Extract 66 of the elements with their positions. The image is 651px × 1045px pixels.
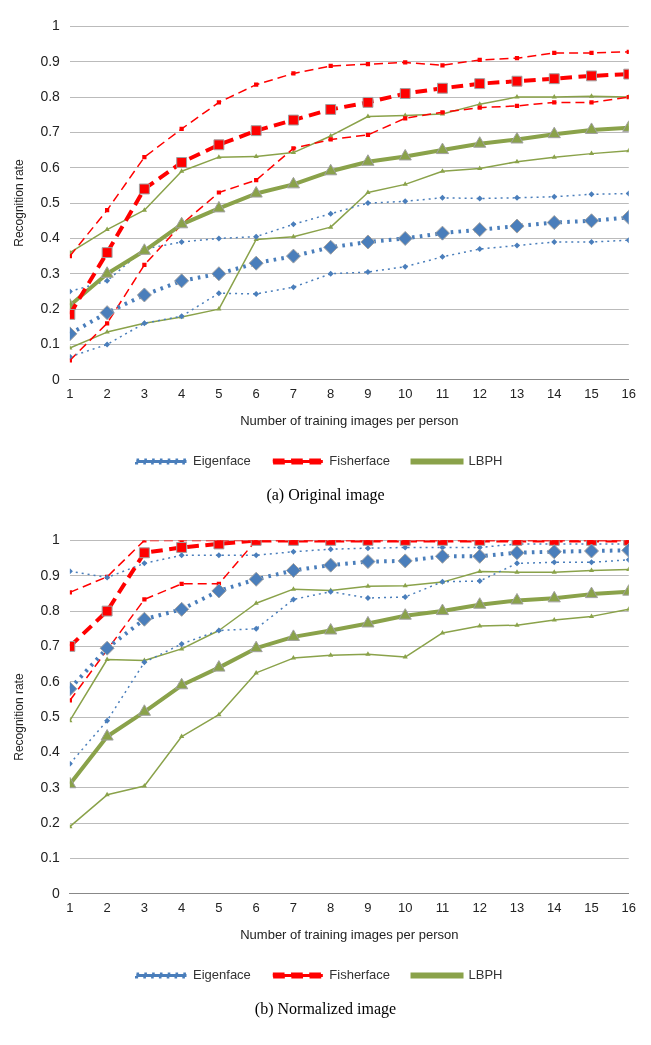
x-tick-label: 15 <box>584 386 599 402</box>
y-axis-title: Recognition rate <box>11 159 26 247</box>
y-tick-label: 0.1 <box>40 335 61 352</box>
x-tick-label: 14 <box>547 900 562 916</box>
x-tick-label: 10 <box>397 900 413 916</box>
y-tick-label: 0.8 <box>40 87 61 104</box>
y-tick-label: 0.3 <box>40 778 61 795</box>
legend-label: Fisherface <box>329 967 391 983</box>
x-tick-label: 1 <box>66 386 74 402</box>
x-tick-label: 7 <box>289 900 298 916</box>
x-tick-label: 2 <box>103 386 111 402</box>
x-tick-label: 14 <box>547 386 562 402</box>
x-tick-label: 9 <box>364 386 372 402</box>
y-tick-label: 1 <box>52 17 61 34</box>
x-tick-label: 13 <box>509 386 525 402</box>
legend-label: LBPH <box>468 453 503 469</box>
legend-label: LBPH <box>468 967 503 983</box>
legend-label: Eigenface <box>193 967 251 983</box>
x-tick-label: 4 <box>178 900 186 916</box>
y-tick-label: 0.2 <box>40 299 61 316</box>
x-tick-label: 3 <box>140 900 148 916</box>
x-tick-label: 1 <box>66 900 74 916</box>
y-tick-label: 0.4 <box>40 229 61 246</box>
y-tick-label: 0.1 <box>40 849 61 866</box>
text: (b) Normalized image <box>253 999 398 1020</box>
x-tick-label: 4 <box>178 386 186 402</box>
y-tick-label: 0.6 <box>40 672 61 689</box>
y-tick-label: 0.7 <box>40 637 61 654</box>
y-axis-title: Recognition rate <box>11 673 26 761</box>
x-tick-label: 6 <box>252 900 260 916</box>
x-tick-label: 11 <box>435 386 450 402</box>
x-tick-label: 3 <box>140 386 148 402</box>
y-tick-label: 0.5 <box>40 193 61 210</box>
y-tick-label: 0.6 <box>40 158 61 175</box>
y-tick-label: 0 <box>52 370 61 387</box>
y-tick-label: 1 <box>52 531 61 548</box>
x-axis-title: Number of training images per person <box>240 412 459 428</box>
x-tick-label: 13 <box>509 900 525 916</box>
legend-label: Fisherface <box>329 453 391 469</box>
x-tick-label: 8 <box>327 900 335 916</box>
y-tick-label: 0.8 <box>40 601 61 618</box>
y-tick-label: 0.9 <box>40 52 61 69</box>
x-tick-label: 8 <box>327 386 335 402</box>
text: (a) Original image <box>265 485 386 506</box>
x-tick-label: 12 <box>472 900 487 916</box>
x-axis-title: Number of training images per person <box>240 926 459 942</box>
x-tick-label: 15 <box>584 900 599 916</box>
x-tick-label: 6 <box>252 386 260 402</box>
x-tick-label: 2 <box>103 900 111 916</box>
x-tick-label: 9 <box>364 900 372 916</box>
x-tick-label: 16 <box>621 386 636 402</box>
x-tick-label: 5 <box>215 900 223 916</box>
x-tick-label: 11 <box>435 900 450 916</box>
y-tick-label: 0.7 <box>40 123 61 140</box>
y-tick-label: 0.2 <box>40 813 61 830</box>
y-tick-label: 0.4 <box>40 743 61 760</box>
x-tick-label: 7 <box>289 386 298 402</box>
x-tick-label: 5 <box>215 386 223 402</box>
y-tick-label: 0.9 <box>40 566 61 583</box>
y-tick-label: 0.3 <box>40 264 61 281</box>
x-tick-label: 12 <box>472 386 487 402</box>
x-tick-label: 16 <box>621 900 636 916</box>
legend-label: Eigenface <box>193 453 251 469</box>
y-tick-label: 0 <box>52 884 61 901</box>
x-tick-label: 10 <box>397 386 413 402</box>
y-tick-label: 0.5 <box>40 707 61 724</box>
